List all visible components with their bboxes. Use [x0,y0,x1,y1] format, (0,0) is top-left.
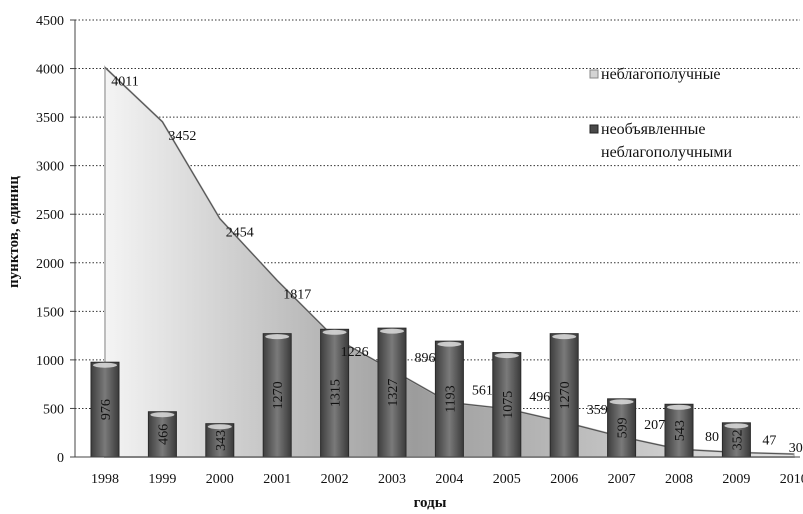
y-tick-label: 2000 [36,257,64,272]
axes: 0 500 1000 1500 2000 2500 3000 3500 4000 4500 1998… [36,14,803,487]
bar-highlight [494,353,519,359]
area-data-label: 80 [705,430,719,445]
bar-highlight [552,334,577,340]
area-data-label: 3452 [168,129,196,144]
bar [90,361,120,458]
legend-swatch-area [589,69,599,79]
y-tick-label: 4500 [36,14,64,29]
x-tick-label: 2009 [722,472,750,487]
area-data-label: 2454 [226,226,254,241]
x-tick-label: 1998 [91,472,119,487]
bar-data-label: 543 [673,420,688,441]
area-data-label: 561 [472,384,493,399]
bar-data-label: 466 [156,424,171,445]
legend-swatch-bar [589,124,599,134]
x-tick-label: 2001 [263,472,291,487]
bar-data-label: 1270 [271,381,286,409]
area-data-label: 207 [644,418,665,433]
bar-series [90,327,751,458]
bar [205,423,235,458]
y-axis-title: пунктов, единиц [6,176,22,288]
area-data-label: 47 [762,433,776,448]
bar-data-label: 352 [730,429,745,450]
legend: неблагополучные необъявленные неблагополуч… [589,66,732,161]
bar-highlight [724,423,749,429]
bar-data-label: 1315 [329,379,344,407]
x-axis-title: годы [414,495,447,511]
bar-data-label: 1270 [558,381,573,409]
x-tick-label: 1999 [148,472,176,487]
y-tick-label: 1000 [36,354,64,369]
x-tick-label: 2008 [665,472,693,487]
bar [664,403,694,458]
bar-data-label: 343 [214,430,229,451]
bar-data-label: 1075 [501,391,516,419]
x-tick-label: 2007 [608,472,636,487]
bar-highlight [667,404,691,410]
y-tick-label: 2500 [36,208,64,223]
area-data-label: 1226 [341,345,369,360]
bar-data-label: 599 [616,417,631,438]
y-tick-label: 0 [57,451,64,466]
bar-highlight [207,424,232,430]
bar-highlight [322,329,347,335]
x-tick-label: 2006 [550,472,578,487]
y-tick-label: 4000 [36,63,64,78]
x-tick-label: 2000 [206,472,234,487]
area-data-label: 4011 [111,74,138,89]
legend-label-bar: неблагополучными [601,144,732,161]
y-tick-label: 3500 [36,111,64,126]
bar [607,398,637,458]
y-tick-label: 500 [43,402,64,417]
bar-highlight [609,399,634,405]
bar [434,340,464,458]
bar-data-label: 976 [99,399,114,420]
x-tick-label: 2010 [780,472,803,487]
area-data-label: 896 [415,351,436,366]
x-tick-label: 2005 [493,472,521,487]
x-tick-label: 2003 [378,472,406,487]
bar-highlight [93,362,117,368]
area-data-label: 496 [529,390,550,405]
y-tick-label: 1500 [36,305,64,320]
area-data-label: 30 [789,441,803,456]
legend-label-area: неблагополучные [601,66,720,83]
bar-highlight [150,412,175,418]
x-tick-label: 2002 [321,472,349,487]
area-data-label: 1817 [283,288,311,303]
bar-highlight [437,341,462,347]
y-tick-label: 3000 [36,160,64,175]
x-tick-label: 2004 [435,472,463,487]
bar-data-label: 1193 [443,385,458,412]
bar-highlight [265,334,290,340]
data-labels: 4011 3452 2454 1817 1226 896 561 496 359 207 80 47 3… [99,74,803,456]
bar [492,352,522,458]
area-data-label: 359 [587,403,608,418]
bar-highlight [380,328,404,334]
legend-label-bar: необъявленные [601,121,705,138]
bar [549,333,579,458]
bar-data-label: 1327 [386,379,401,407]
